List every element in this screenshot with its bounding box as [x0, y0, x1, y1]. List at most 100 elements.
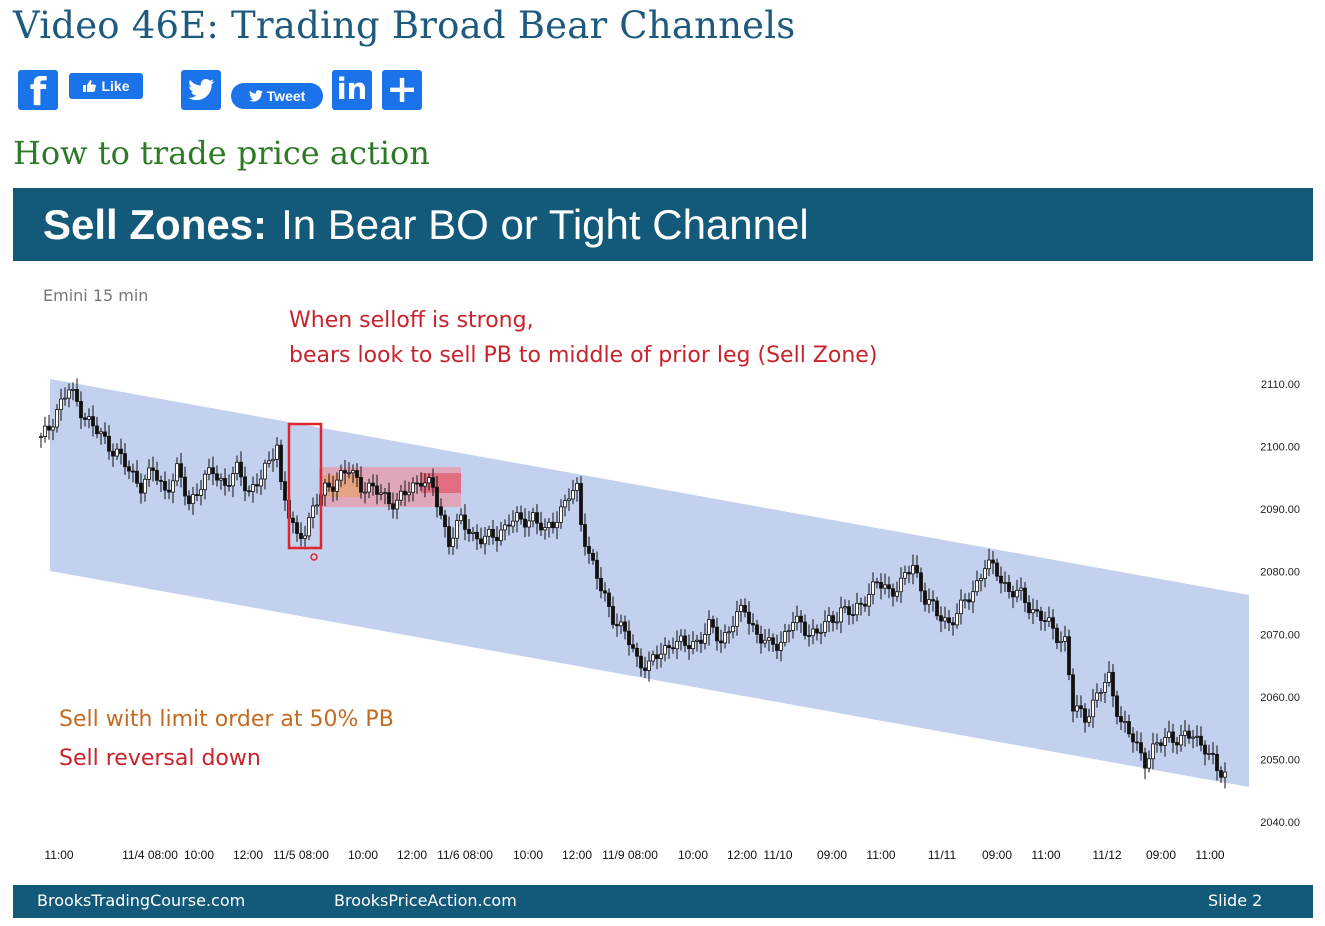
candle-body [427, 477, 431, 484]
candle-body [871, 581, 875, 595]
candle-body [1219, 770, 1223, 778]
candle-body [47, 425, 51, 431]
candle-body [1035, 609, 1039, 612]
tweet-button[interactable]: Tweet [231, 83, 323, 109]
candle-body [175, 463, 179, 482]
candle-body [75, 388, 79, 402]
candle-body [855, 602, 859, 616]
candle-body [1023, 587, 1027, 604]
candle-body [1175, 742, 1179, 746]
plus-icon: + [386, 67, 418, 111]
candle-body [775, 643, 779, 651]
candle-body [879, 582, 883, 589]
x-tick-label: 11/9 08:00 [602, 848, 658, 862]
candle-body [699, 639, 703, 644]
candle-body [375, 485, 379, 495]
facebook-share-button[interactable]: f [18, 70, 58, 114]
candle-body [1131, 733, 1135, 743]
video-slide[interactable]: Sell Zones: In Bear BO or Tight Channel … [13, 188, 1313, 918]
twitter-share-button[interactable] [181, 70, 221, 110]
candle-body [655, 654, 659, 660]
candle-body [51, 426, 55, 431]
candle-body [599, 577, 603, 592]
candle-body [111, 450, 115, 457]
candle-body [1055, 627, 1059, 644]
candle-body [339, 470, 343, 481]
candle-body [803, 621, 807, 636]
candle-body [363, 491, 367, 494]
candle-body [671, 647, 675, 650]
candle-body [459, 514, 463, 522]
candle-body [979, 578, 983, 582]
slide-title-rest: In Bear BO or Tight Channel [281, 200, 809, 248]
candle-body [191, 494, 195, 505]
candle-body [1015, 590, 1019, 598]
candle-body [119, 448, 123, 455]
candle-body [435, 486, 439, 508]
candle-body [955, 613, 959, 626]
candle-body [743, 605, 747, 613]
candle-body [1123, 721, 1127, 723]
x-tick-label: 11/6 08:00 [437, 848, 493, 862]
candle-body [1127, 721, 1131, 735]
candle-body [1163, 737, 1167, 746]
linkedin-share-button[interactable]: in [332, 70, 372, 110]
candle-body [367, 482, 371, 493]
candle-body [707, 619, 711, 635]
candle-body [311, 505, 315, 518]
candle-body [1039, 610, 1043, 621]
candle-body [63, 397, 67, 400]
candle-body [55, 409, 59, 428]
candle-body [507, 524, 511, 527]
candle-body [1047, 617, 1051, 622]
candle-body [291, 517, 295, 524]
facebook-like-button[interactable]: Like [69, 73, 143, 99]
candles-group [39, 378, 1227, 789]
x-tick-label: 12:00 [562, 848, 592, 862]
tweet-label: Tweet [266, 88, 306, 104]
candle-body [243, 476, 247, 492]
selloff-highlight-box [287, 422, 323, 550]
candle-body [523, 518, 527, 528]
candle-body [99, 431, 103, 435]
candle-body [1007, 582, 1011, 592]
candle-body [355, 470, 359, 478]
candle-body [171, 480, 175, 493]
candle-body [1143, 752, 1147, 769]
candle-body [1027, 602, 1031, 614]
x-tick-label: 11/5 08:00 [273, 848, 329, 862]
candle-body [207, 467, 211, 475]
y-tick-label: 2080.00 [1260, 567, 1300, 579]
candle-body [811, 628, 815, 637]
candle-body [531, 512, 535, 522]
candle-body [723, 632, 727, 644]
candle-body [907, 572, 911, 575]
candle-body [379, 492, 383, 495]
y-tick-label: 2050.00 [1260, 754, 1300, 766]
candle-body [259, 478, 263, 487]
candle-body [1099, 691, 1103, 694]
candle-body [307, 517, 311, 537]
candle-body [95, 425, 99, 435]
candle-body [1087, 716, 1091, 723]
candle-body [967, 599, 971, 603]
candle-body [343, 470, 347, 474]
candle-body [503, 524, 507, 531]
candle-body [215, 473, 219, 481]
candle-body [479, 538, 483, 545]
candle-body [419, 482, 423, 487]
candle-body [927, 599, 931, 605]
candle-body [863, 603, 867, 607]
candle-body [315, 504, 319, 507]
candle-body [239, 461, 243, 478]
candle-body [991, 559, 995, 564]
candle-body [1075, 705, 1079, 712]
candle-body [1211, 752, 1215, 755]
candle-body [283, 481, 287, 501]
candle-body [595, 559, 599, 579]
more-share-button[interactable]: + [382, 67, 422, 111]
candle-body [403, 490, 407, 496]
candle-body [1067, 636, 1071, 676]
x-tick-label: 12:00 [233, 848, 263, 862]
candle-body [87, 416, 91, 420]
